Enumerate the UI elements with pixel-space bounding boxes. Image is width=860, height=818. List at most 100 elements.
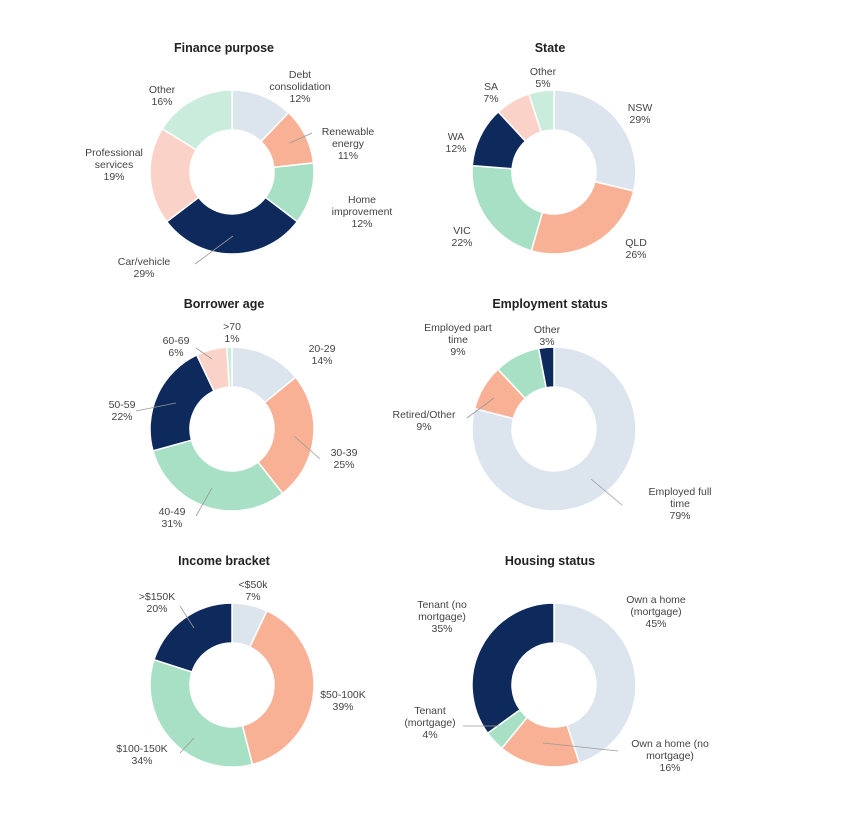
data-label-finance-purpose-other: Other 16% (149, 84, 176, 108)
slice-label-line: 20-29 (309, 343, 336, 355)
data-label-state-nsw: NSW 29% (628, 102, 653, 126)
slice-label-line: Own a home (626, 594, 686, 606)
slice-value: 7% (245, 591, 260, 603)
slice-value: 14% (311, 355, 332, 367)
slice-value: 12% (445, 143, 466, 155)
data-label-state-vic: VIC 22% (451, 225, 472, 249)
slice-income-bracket-150k (153, 602, 233, 673)
data-label-housing-status-tenant-no-mortgage: Tenant (no mortgage) 35% (417, 599, 467, 635)
slice-label-line: energy (332, 138, 365, 150)
slice-value: 39% (332, 701, 353, 713)
slice-borrower-age-40-49 (152, 439, 284, 512)
slice-label-line: Tenant (414, 705, 446, 717)
slice-employment-status-other (537, 346, 555, 389)
slice-label-line: Employed part (424, 322, 492, 334)
slice-value: 5% (535, 78, 550, 90)
slice-value: 20% (146, 603, 167, 615)
chart-borrower-age: Borrower age 20-29 14% 30-39 25% 40-49 31% 50-5… (109, 297, 358, 530)
data-label-income-bracket-100-150k: $100-150K 34% (116, 743, 167, 767)
slice-value: 31% (161, 518, 182, 530)
slice-value: 6% (168, 347, 183, 359)
slice-value: 26% (625, 249, 646, 261)
data-label-borrower-age-40-49: 40-49 31% (159, 506, 186, 530)
slice-borrower-age-50-59 (149, 353, 215, 452)
slice-value: 16% (151, 96, 172, 108)
slice-label-line: Tenant (no (417, 599, 467, 611)
slice-label-line: Renewable (322, 126, 375, 138)
data-label-employment-status-employed-part-time: Employed part time 9% (424, 322, 492, 358)
slice-label-line: $100-150K (116, 743, 167, 755)
slice-value: 4% (422, 729, 437, 741)
slice-label-line: mortgage) (418, 611, 466, 623)
slice-value: 9% (450, 346, 465, 358)
slice-value: 29% (133, 268, 154, 280)
slice-label-line: Other (530, 66, 557, 78)
data-label-employment-status-employed-full-time: Employed full time 79% (648, 486, 711, 522)
slice-value: 3% (539, 336, 554, 348)
slice-label-line: improvement (332, 206, 393, 218)
slice-finance-purpose-car-vehicle (165, 196, 299, 255)
data-label-income-bracket-50-100k: $50-100K 39% (320, 689, 366, 713)
data-label-state-wa: WA 12% (445, 131, 466, 155)
slice-value: 45% (645, 618, 666, 630)
slice-label-line: 60-69 (163, 335, 190, 347)
slice-housing-status-own-a-home-mortgage (553, 602, 637, 764)
chart-title-housing-status: Housing status (505, 554, 595, 568)
chart-title-state: State (535, 41, 566, 55)
leader-line-finance-purpose-renewable-energy (289, 132, 313, 144)
slice-label-line: NSW (628, 102, 653, 114)
slice-value: 29% (629, 114, 650, 126)
chart-housing-status: Housing status Own a home (mortgage) 45%Own… (404, 554, 709, 774)
slice-label-line: VIC (453, 225, 471, 237)
chart-title-borrower-age: Borrower age (184, 297, 265, 311)
slice-value: 16% (659, 762, 680, 774)
slice-value: 35% (431, 623, 452, 635)
slice-label-line: Other (149, 84, 176, 96)
chart-state: State NSW 29% QLD 26% VIC 22% WA 12% SA 7% Other 5% (445, 41, 652, 261)
slice-label-line: SA (484, 81, 498, 93)
slice-label-line: services (95, 159, 134, 171)
slice-borrower-age-70 (226, 346, 233, 388)
slice-label-line: Retired/Other (392, 409, 456, 421)
slice-income-bracket-50-100k (241, 609, 315, 766)
slice-label-line: WA (448, 131, 465, 143)
slice-state-qld (530, 180, 635, 255)
data-label-housing-status-own-a-home-mortgage: Own a home (mortgage) 45% (626, 594, 686, 630)
data-label-state-qld: QLD 26% (625, 237, 647, 261)
slice-label-line: Employed full (648, 486, 711, 498)
data-label-borrower-age-30-39: 30-39 25% (331, 447, 358, 471)
data-label-finance-purpose-home-improvement: Home improvement 12% (332, 194, 393, 230)
data-label-income-bracket-50k: <$50k 7% (239, 579, 269, 603)
data-label-borrower-age-50-59: 50-59 22% (109, 399, 136, 423)
slice-state-other (527, 89, 555, 133)
data-label-employment-status-other: Other 3% (534, 324, 561, 348)
data-label-finance-purpose-debt-consolidation: Debt consolidation 12% (269, 69, 330, 105)
slice-value: 25% (333, 459, 354, 471)
leader-line-housing-status-own-a-home-no-mortgage (542, 742, 619, 752)
slice-value: 7% (483, 93, 498, 105)
chart-finance-purpose: Finance purpose Debt consolidation 12% Renew… (85, 41, 392, 280)
chart-title-employment-status: Employment status (492, 297, 607, 311)
leader-line-finance-purpose-car-vehicle (194, 235, 234, 265)
slice-housing-status-tenant-no-mortgage (471, 602, 555, 735)
slice-label-line: >70 (223, 321, 241, 333)
leader-line-employment-status-retired-other (466, 397, 495, 419)
data-label-state-sa: SA 7% (483, 81, 498, 105)
leader-line-borrower-age-40-49 (195, 487, 213, 517)
data-label-employment-status-retired-other: Retired/Other 9% (392, 409, 456, 433)
slice-label-line: Professional (85, 147, 143, 159)
slice-label-line: Home (348, 194, 376, 206)
slice-label-line: consolidation (269, 81, 330, 93)
slice-label-line: time (670, 498, 690, 510)
data-label-borrower-age-60-69: 60-69 6% (163, 335, 190, 359)
chart-title-finance-purpose: Finance purpose (174, 41, 274, 55)
slice-finance-purpose-other (161, 89, 233, 151)
slice-value: 11% (338, 150, 358, 162)
slice-borrower-age-30-39 (256, 376, 315, 495)
slice-label-line: mortgage) (646, 750, 694, 762)
leader-line-borrower-age-30-39 (293, 435, 321, 460)
slice-value: 34% (131, 755, 152, 767)
data-label-finance-purpose-car-vehicle: Car/vehicle 29% (118, 256, 171, 280)
data-label-finance-purpose-professional-services: Professional services 19% (85, 147, 143, 183)
